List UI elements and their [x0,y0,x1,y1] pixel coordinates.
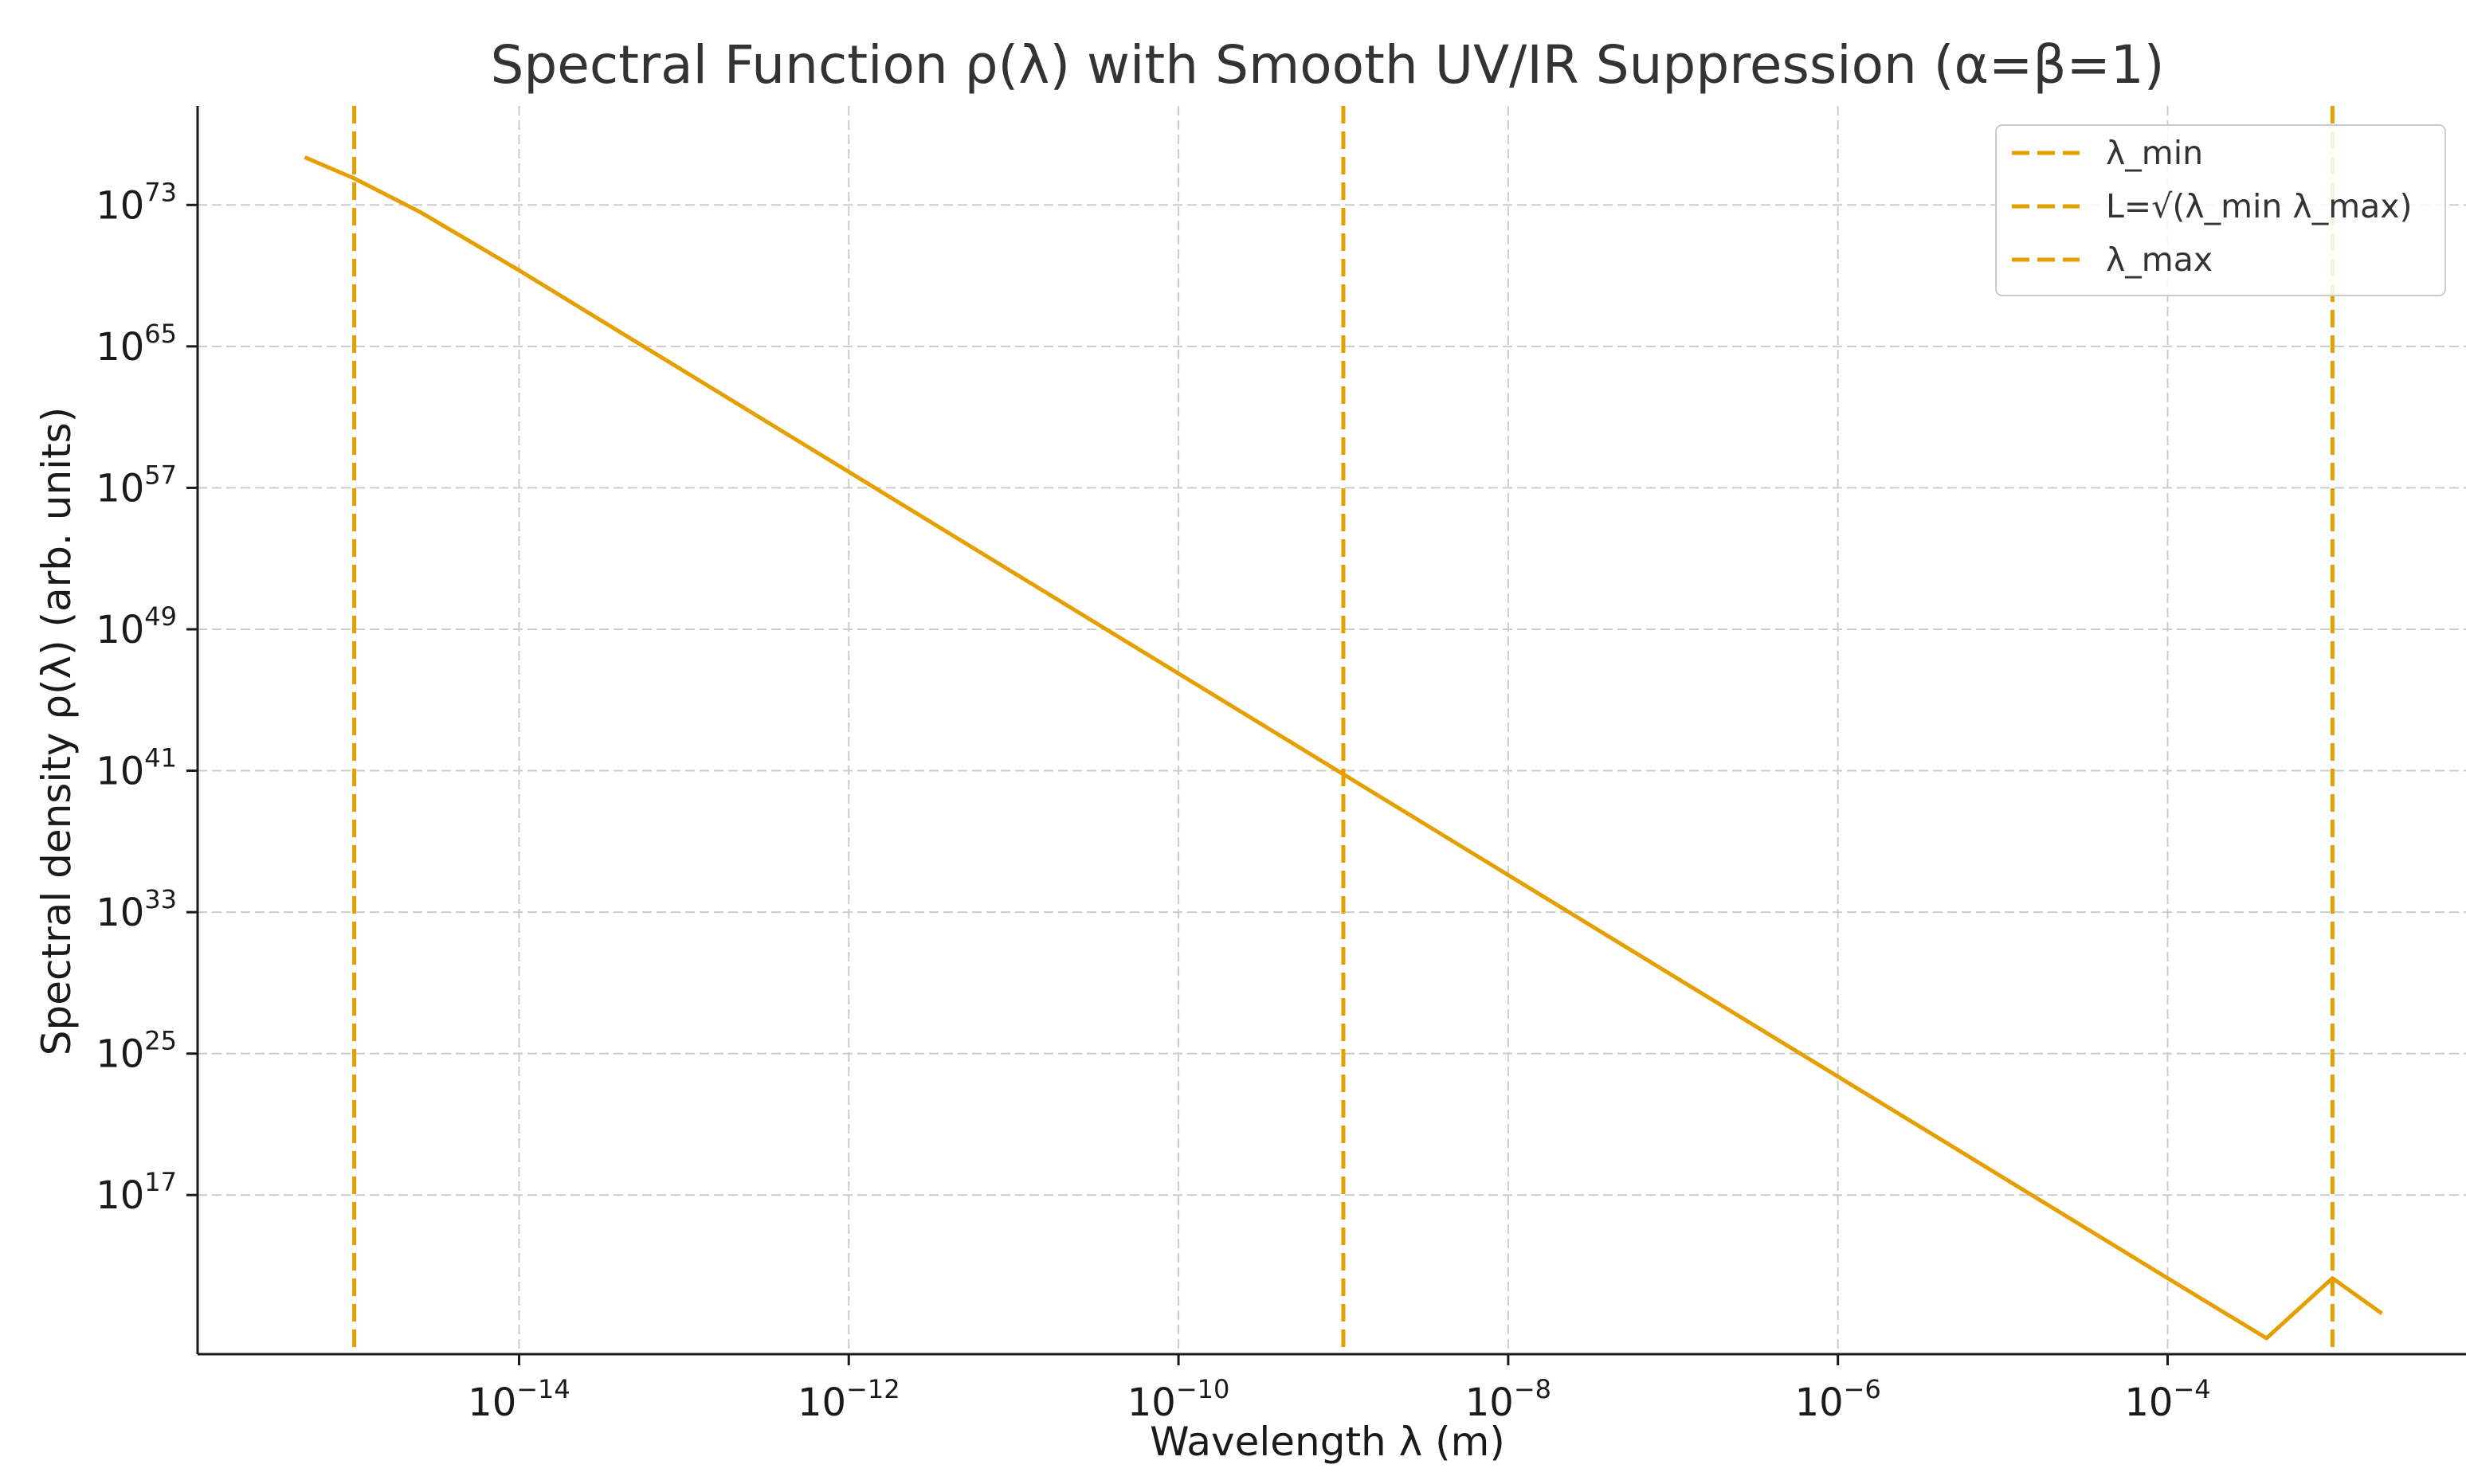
x-axis-label: Wavelength λ (m) [1150,1419,1505,1465]
x-tick-label: 10−10 [1127,1374,1230,1425]
axes [196,106,2466,1356]
legend-label: L=√(λ_min λ_max) [2106,187,2413,225]
y-tick-label: 1065 [96,319,177,370]
x-tick-label: 10−4 [2124,1374,2210,1425]
y-tick-label: 1057 [96,460,177,511]
x-tick-label: 10−8 [1465,1374,1551,1425]
legend-frame [1995,124,2446,296]
ticks: 10−14 10−12 10−10 10−8 10−6 10−4 1017 1025 1033 1… [96,177,2210,1425]
legend: λ_min L=√(λ_min λ_max) λ_max [1995,124,2446,296]
y-tick-label: 1033 [96,884,177,935]
y-axis-label: Spectral density ρ(λ) (arb. units) [33,407,80,1055]
legend-items: λ_min L=√(λ_min λ_max) λ_max [2012,134,2413,279]
grid-lines [198,106,2466,1354]
y-tick-label: 1017 [96,1167,177,1218]
legend-label: λ_min [2106,134,2203,172]
series-line [304,155,2383,1341]
y-tick-label: 1025 [96,1026,177,1077]
y-tick-label: 1041 [96,743,177,794]
x-tick-label: 10−14 [468,1374,570,1425]
y-tick-label: 1073 [96,177,177,228]
reference-lines [352,106,2335,1354]
series-layer [304,155,2383,1341]
chart-title: Spectral Function ρ(λ) with Smooth UV/IR… [490,34,2164,96]
x-tick-label: 10−12 [798,1374,900,1425]
x-tick-label: 10−6 [1795,1374,1881,1425]
y-tick-label: 1049 [96,601,177,652]
legend-label: λ_max [2106,241,2213,279]
